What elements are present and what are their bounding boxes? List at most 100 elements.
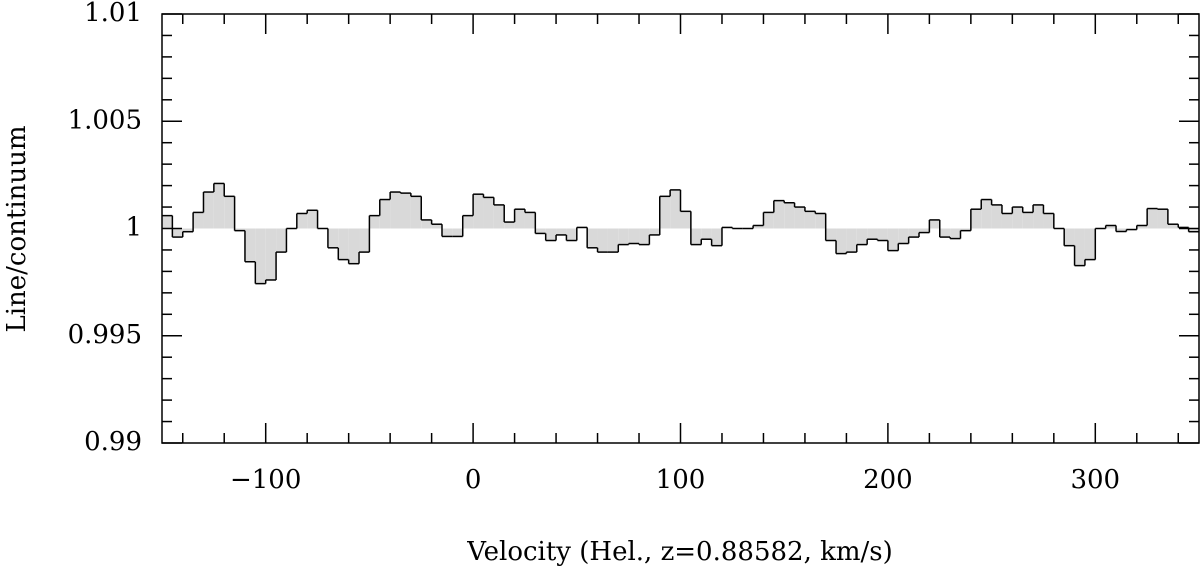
fill-bar [991,204,1002,229]
fill-bar [670,189,681,229]
fill-bar [607,228,619,253]
fill-bar [587,228,598,248]
fill-bar [234,228,245,231]
y-tick-label: 0.99 [84,427,142,457]
fill-bar [566,228,577,241]
y-axis-label: Line/continuum [2,125,32,332]
fill-bar [960,228,971,231]
fill-bar [825,228,837,241]
fill-bar [390,192,401,229]
x-tick-label: −100 [230,465,301,495]
fill-bar [359,228,370,253]
fill-bar [348,228,360,264]
fill-bar [307,210,318,229]
fill-bar [1116,228,1127,232]
fill-bar [1157,209,1168,229]
fill-bar [1188,228,1199,232]
x-tick-label: 0 [465,465,482,495]
fill-bar [1064,228,1075,246]
fill-bar [265,228,277,280]
fill-bar [649,228,660,235]
fill-bar [1074,228,1085,266]
fill-bar [856,228,868,245]
fill-bar [276,228,287,253]
fill-bar [1001,213,1013,229]
y-tick-label: 1.005 [68,105,142,135]
fill-bar [1033,204,1044,229]
fill-bar [753,225,764,229]
fill-bar [556,228,567,235]
fill-bar [1084,228,1096,260]
fill-bar [441,228,453,237]
fill-bar [981,199,992,229]
x-tick-label: 300 [1070,465,1120,495]
fill-bar [794,207,805,229]
fill-bar [1012,207,1023,229]
fill-bar [1136,225,1148,229]
fill-bar [773,200,785,229]
fill-bar [836,228,847,254]
x-axis-label: Velocity (Hel., z=0.88582, km/s) [466,537,893,567]
fill-bar [255,228,266,284]
fill-bar [908,228,920,238]
fill-bar [514,209,525,229]
fill-bar [628,228,640,244]
fill-bar [659,196,671,229]
x-tick-label: 100 [656,465,706,495]
fill-bar [452,228,463,237]
fill-bar [763,212,774,229]
fill-bar [711,228,722,246]
fill-bar [1147,208,1158,229]
fill-bar [369,215,380,229]
fill-bar [877,228,888,241]
fill-bar [618,228,629,245]
y-tick-label: 1 [125,213,142,243]
fill-bar [379,199,391,229]
fill-bar [950,228,961,239]
fill-bar [545,228,557,241]
fill-bar [1043,213,1054,229]
fill-bar [213,183,225,229]
fill-bar [815,213,826,229]
y-tick-label: 0.995 [68,320,142,350]
y-tick-label: 1.01 [84,0,142,28]
fill-bar [431,224,442,229]
fill-bar [597,228,608,253]
fill-bar [804,211,816,229]
fill-bar [400,193,411,229]
fill-bar [203,192,214,229]
fill-bar [919,228,930,233]
fill-bar [483,197,494,229]
fill-bar [929,219,940,229]
fill-bar [535,228,546,234]
fill-bar [421,219,432,229]
fill-bar [898,228,909,244]
fill-bar [182,228,194,232]
fill-bar [473,194,484,229]
fill-bar [327,228,339,248]
fill-bar [1167,224,1179,229]
fill-bar [639,228,650,245]
fill-bar [162,215,173,229]
fill-bar [410,196,422,229]
fill-bar [1022,212,1034,229]
fill-bar [939,228,951,238]
x-tick-label: 200 [863,465,913,495]
fill-bar [701,228,712,240]
fill-bar [244,228,256,262]
fill-bar [887,228,899,251]
fill-bar [1105,225,1117,229]
fill-bar [493,204,505,229]
fill-bar [462,215,474,229]
fill-bar [338,228,349,260]
fill-bar [193,212,204,229]
fill-bar [296,213,308,229]
fill-bar [690,228,702,245]
fill-bar [504,222,515,229]
fill-bar [970,209,982,229]
fill-bar [846,228,857,253]
fill-bar [172,228,183,238]
fill-bar [867,228,878,240]
fill-bar [224,196,235,229]
